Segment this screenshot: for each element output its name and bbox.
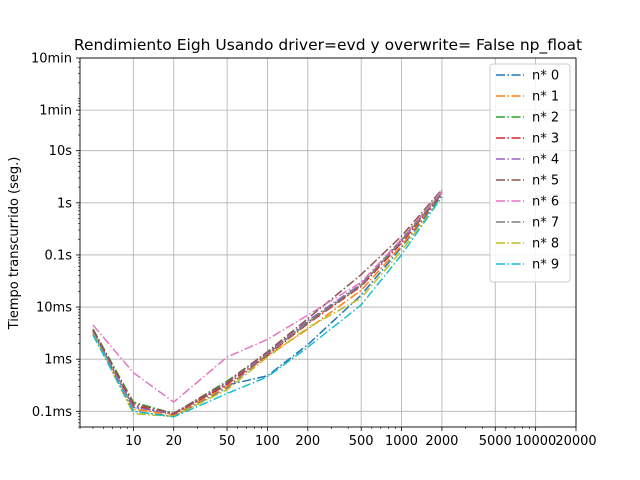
series-line-n-3 — [92, 193, 443, 415]
x-tick-label: 1000 — [385, 434, 418, 449]
x-tick-label: 10000 — [515, 434, 556, 449]
y-tick-label: 0.1s — [45, 248, 73, 263]
y-tick-label: 0.1ms — [32, 405, 72, 420]
series-line-n-9 — [92, 196, 443, 418]
legend: n* 0 n* 1 n* 2 n* 3 n* 4 n* 5 n* 6 n* 7 n* 8 n* 9 — [489, 63, 571, 283]
y-tick-label: 1min — [39, 104, 72, 119]
legend-label: n* 2 — [532, 111, 559, 126]
x-tick-label: 5000 — [479, 434, 512, 449]
x-tick-label: 10 — [125, 434, 142, 449]
legend-label: n* 7 — [532, 216, 559, 231]
y-tick-label: 1ms — [44, 353, 72, 368]
series-line-n-5 — [92, 189, 443, 414]
chart-title: Rendimiento Eigh Usando driver=evd y ove… — [74, 36, 582, 55]
x-tick-label: 20 — [165, 434, 182, 449]
legend-label: n* 4 — [532, 153, 559, 168]
y-tick-label: 1s — [57, 196, 72, 211]
x-tick-label: 2000 — [425, 434, 458, 449]
legend-label: n* 8 — [532, 237, 559, 252]
x-axis-ticks: 10 20 50 100 200 500 1000 2000 5000 10000 20000 — [79, 427, 597, 449]
x-tick-label: 200 — [295, 434, 320, 449]
x-tick-label: 100 — [255, 434, 280, 449]
legend-label: n* 1 — [532, 90, 559, 105]
plot-area-frame — [79, 57, 577, 428]
y-tick-label: 10ms — [36, 301, 72, 316]
series-line-n-8 — [92, 196, 443, 418]
x-tick-label: 500 — [349, 434, 374, 449]
y-axis-ticks: 0.1ms 1ms 10ms 0.1s 1s 10s 1min 10min — [31, 52, 80, 428]
x-tick-label: 50 — [219, 434, 236, 449]
y-axis-label: Tiempo transcurrido (seg.) — [7, 157, 22, 331]
legend-box — [489, 63, 571, 283]
y-tick-label: 10s — [49, 144, 73, 159]
series-lines — [92, 189, 443, 418]
legend-label: n* 9 — [532, 258, 559, 273]
y-tick-label: 10min — [31, 52, 72, 67]
series-line-n-6 — [92, 190, 443, 404]
legend-label: n* 5 — [532, 174, 559, 189]
legend-label: n* 3 — [532, 132, 559, 147]
x-tick-label: 20000 — [555, 434, 596, 449]
legend-label: n* 6 — [532, 195, 559, 210]
legend-label: n* 0 — [532, 69, 559, 84]
